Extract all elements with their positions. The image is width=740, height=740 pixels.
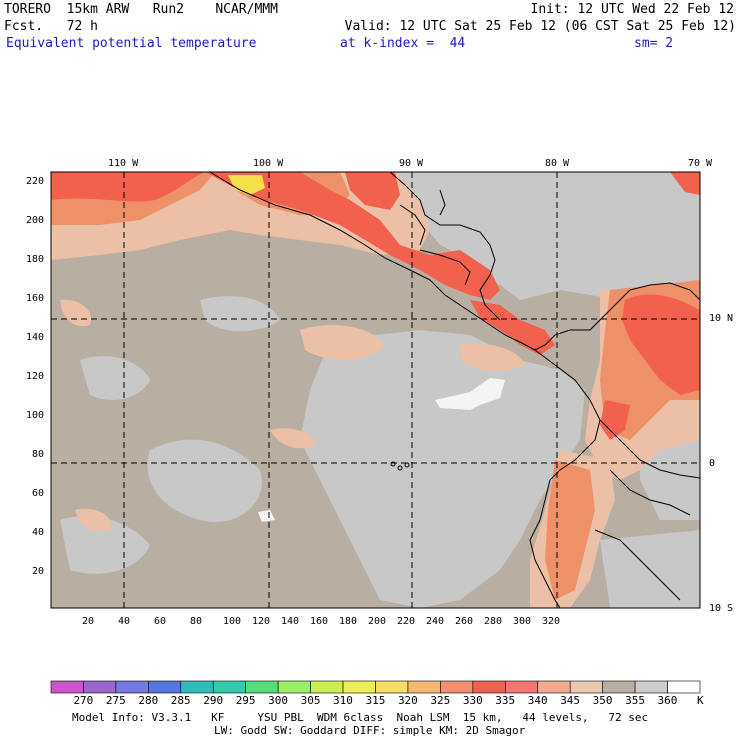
colorbar — [50, 680, 701, 694]
colorbar-swatch — [504, 680, 539, 694]
y-tick: 20 — [32, 566, 45, 577]
white-field — [258, 378, 505, 522]
y-tick: 200 — [26, 215, 45, 226]
lon-label-90w: 90 W — [399, 158, 424, 169]
colorbar-label: 340 — [527, 694, 548, 707]
colorbar-swatch — [115, 680, 149, 694]
colorbar-label: 355 — [625, 694, 645, 707]
colorbar-label: 350 — [592, 694, 613, 707]
colorbar-label: 335 — [495, 694, 516, 707]
x-tick: 120 — [252, 616, 271, 627]
colorbar-swatch — [310, 680, 344, 694]
colorbar-swatch — [407, 680, 441, 694]
x-tick: 100 — [223, 616, 242, 627]
x-tick: 40 — [118, 616, 131, 627]
colorbar-label: 300 — [268, 694, 289, 707]
x-tick: 140 — [281, 616, 300, 627]
colorbar-swatch — [212, 680, 247, 694]
yellow-hotspot — [228, 175, 265, 195]
colorbar-swatch — [602, 680, 636, 694]
model-info: Model Info: V3.3.1 KF YSU PBL WDM 6class… — [72, 711, 649, 724]
x-tick: 180 — [339, 616, 358, 627]
colorbar-swatch — [537, 680, 571, 694]
colorbar-swatch — [180, 680, 214, 694]
model-title: TORERO 15km ARW Run2 NCAR/MMM — [4, 2, 278, 17]
y-tick: 100 — [26, 410, 45, 421]
y-tick: 120 — [26, 371, 45, 382]
x-tick: 200 — [368, 616, 387, 627]
colorbar-label: 290 — [203, 694, 224, 707]
forecast-hour: Fcst. 72 h — [4, 19, 98, 34]
y-tick: 220 — [26, 176, 45, 187]
lat-label-10n: 10 N — [709, 313, 734, 324]
colorbar-label: 320 — [397, 694, 418, 707]
y-tick: 160 — [26, 293, 45, 304]
y-tick: 40 — [32, 527, 45, 538]
colorbar-label: 345 — [560, 694, 581, 707]
red-field — [51, 172, 700, 440]
lat-label-0: 0 — [709, 458, 716, 469]
x-tick: 260 — [455, 616, 474, 627]
colorbar-swatch — [634, 680, 668, 694]
colorbar-label: 325 — [430, 694, 451, 707]
y-tick: 140 — [26, 332, 45, 343]
lon-label-100w: 100 W — [253, 158, 284, 169]
x-tick: 20 — [82, 616, 95, 627]
lon-label-110w: 110 W — [108, 158, 139, 169]
colorbar-label: 275 — [105, 694, 126, 707]
level-label: at k-index = 44 — [340, 36, 466, 51]
colorbar-label: 305 — [300, 694, 321, 707]
x-tick: 240 — [426, 616, 445, 627]
x-tick: 300 — [513, 616, 532, 627]
x-tick: 160 — [310, 616, 329, 627]
colorbar-swatch — [375, 680, 409, 694]
x-tick: 80 — [190, 616, 203, 627]
valid-time: Valid: 12 UTC Sat 25 Feb 12 (06 CST Sat … — [344, 19, 736, 34]
colorbar-label: 330 — [462, 694, 483, 707]
gray-field — [60, 172, 700, 608]
colorbar-swatch — [440, 680, 474, 694]
y-tick: 80 — [32, 449, 45, 460]
colorbar-swatch — [83, 680, 117, 694]
y-tick: 60 — [32, 488, 45, 499]
colorbar-label: 360 — [657, 694, 678, 707]
x-tick: 220 — [397, 616, 416, 627]
colorbar-unit: K — [697, 694, 704, 707]
x-tick: 280 — [484, 616, 503, 627]
graticule — [51, 172, 700, 608]
colorbar-label: 285 — [170, 694, 191, 707]
lat-label-10s: 10 S — [709, 603, 734, 614]
colorbar-swatch — [148, 680, 182, 694]
map-frame — [50, 171, 701, 609]
init-time: Init: 12 UTC Wed 22 Feb 12 — [530, 2, 735, 17]
colorbar-label: 270 — [73, 694, 94, 707]
y-tick: 180 — [26, 254, 45, 265]
colorbar-label: 280 — [138, 694, 159, 707]
lon-label-70w: 70 W — [688, 158, 713, 169]
colorbar-label: 315 — [365, 694, 386, 707]
colorbar-swatch — [277, 680, 311, 694]
x-tick: 320 — [542, 616, 561, 627]
colorbar-label: 310 — [333, 694, 353, 707]
colorbar-swatch — [472, 680, 506, 694]
lon-label-80w: 80 W — [545, 158, 570, 169]
x-tick: 60 — [154, 616, 167, 627]
colorbar-swatch — [50, 680, 84, 694]
coastlines — [209, 171, 701, 609]
smoothing-label: sm= 2 — [634, 36, 674, 51]
physics-info: LW: Godd SW: Goddard DIFF: simple KM: 2D… — [214, 724, 526, 737]
field-name: Equivalent potential temperature — [6, 36, 257, 51]
colorbar-label: 295 — [235, 694, 256, 707]
colorbar-swatch — [342, 680, 376, 694]
colorbar-swatch — [245, 680, 279, 694]
colorbar-swatch — [667, 680, 701, 694]
colorbar-swatch — [569, 680, 603, 694]
